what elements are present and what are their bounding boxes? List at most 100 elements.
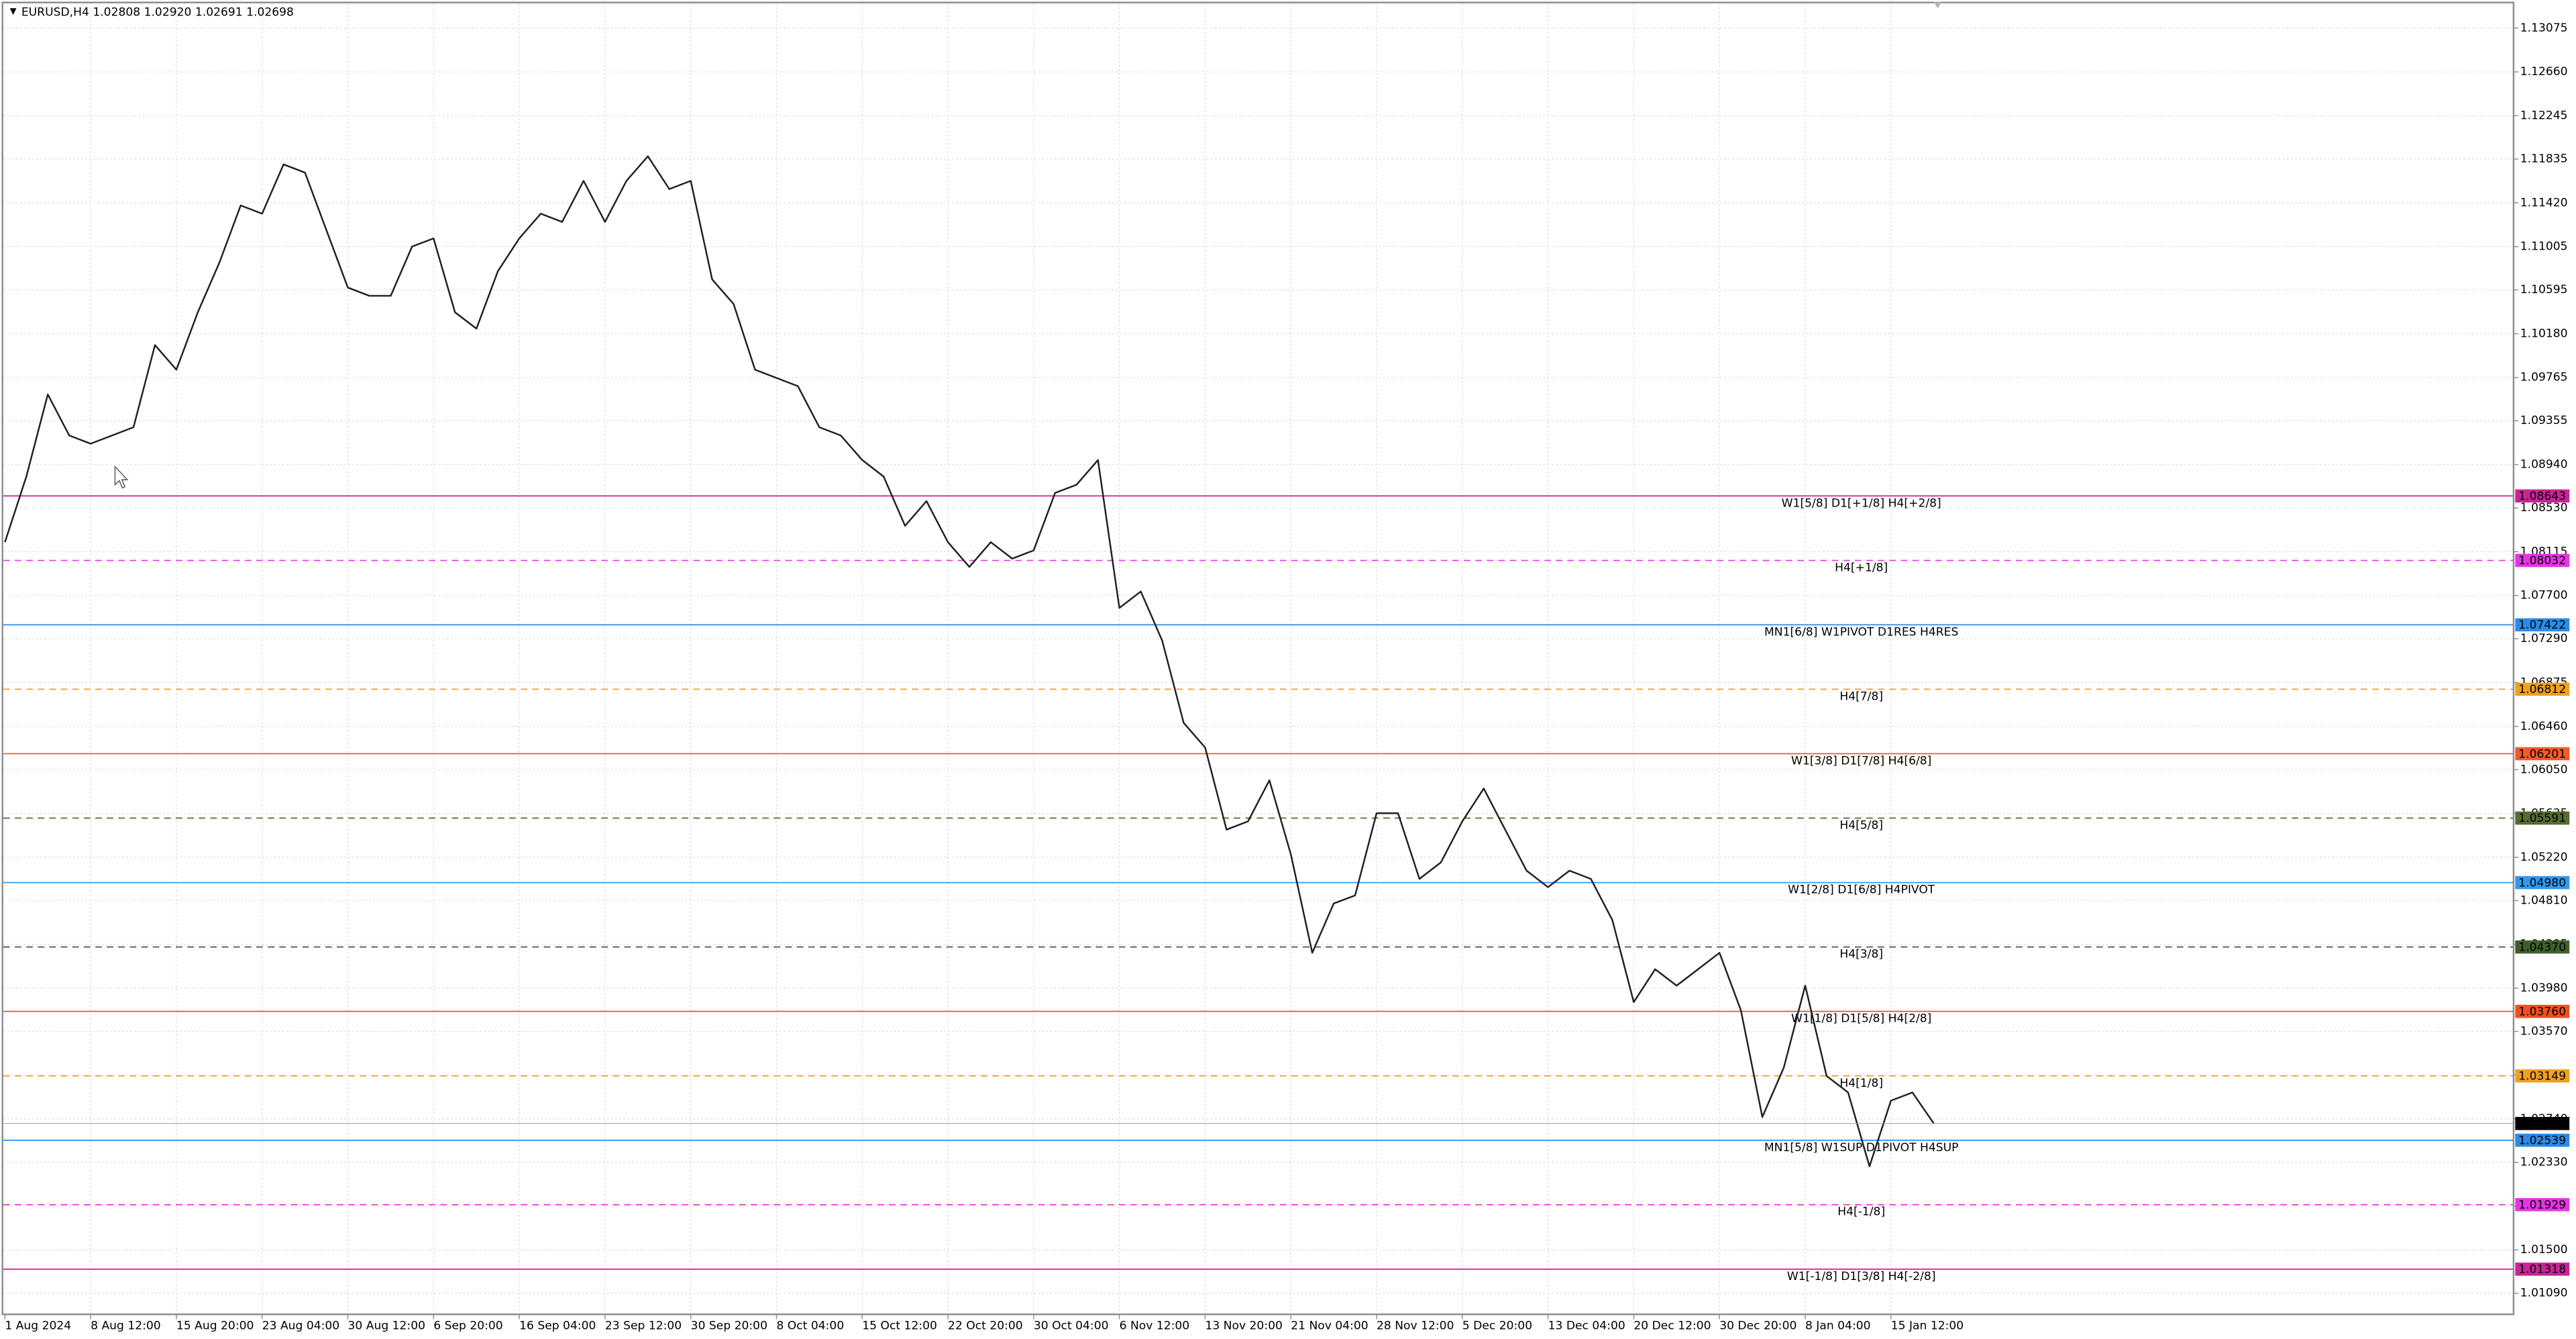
levels: W1[5/8] D1[+1/8] H4[+2/8] H4[+1/8] MN1[6/8… <box>3 495 2514 1283</box>
symbol-arrow <box>9 8 17 15</box>
level-price-box <box>2515 682 2570 696</box>
x-tick-label: 8 Oct 04:00 <box>776 1319 844 1332</box>
y-tick-label: 1.03980 <box>2520 981 2568 995</box>
y-tick-label: 1.13075 <box>2520 21 2568 35</box>
y-tick-label: 1.02330 <box>2520 1156 2568 1169</box>
x-tick-label: 30 Oct 04:00 <box>1034 1319 1109 1332</box>
level-price-label: 1.08643 <box>2518 490 2566 503</box>
level-price-box <box>2515 1263 2570 1276</box>
y-tick-label: 1.06460 <box>2520 720 2568 733</box>
level-price-label: 1.03149 <box>2518 1070 2566 1083</box>
level-price-box <box>2515 553 2570 568</box>
y-tick-label: 1.07290 <box>2520 632 2568 645</box>
level-price-label: 1.06812 <box>2518 683 2566 696</box>
x-tick-label: 13 Dec 04:00 <box>1548 1319 1625 1332</box>
x-tick-label: 30 Sep 20:00 <box>691 1319 767 1332</box>
plot-frame <box>1 1 2515 1316</box>
level-price-label: 1.02539 <box>2518 1134 2566 1147</box>
current-price-box <box>2515 1116 2570 1130</box>
y-tick-label: 1.04810 <box>2520 894 2568 907</box>
level-label: W1[1/8] D1[5/8] H4[2/8] <box>1791 1012 1931 1026</box>
x-tick-label: 23 Sep 12:00 <box>605 1319 682 1332</box>
y-tick-label: 1.10180 <box>2520 327 2568 340</box>
x-tick-label: 13 Nov 20:00 <box>1205 1319 1282 1332</box>
x-tick-label: 1 Aug 2024 <box>5 1319 71 1332</box>
level-price-label: 1.07422 <box>2518 619 2566 632</box>
x-tick-label: 15 Aug 20:00 <box>176 1319 254 1332</box>
chart-header: EURUSD,H4 1.02808 1.02920 1.02691 1.0269… <box>21 5 294 19</box>
y-tick-label: 1.05220 <box>2520 851 2568 864</box>
level-price-box <box>2515 1197 2570 1212</box>
level-label: H4[5/8] <box>1839 819 1883 833</box>
y-tick-label: 1.09765 <box>2520 371 2568 384</box>
x-tick-label: 6 Nov 12:00 <box>1120 1319 1190 1332</box>
level-label: H4[3/8] <box>1839 948 1883 961</box>
level-price-box <box>2515 618 2570 632</box>
level-price-label: 1.01929 <box>2518 1198 2566 1212</box>
x-tick-label: 22 Oct 20:00 <box>948 1319 1023 1332</box>
y-tick-label: 1.09355 <box>2520 414 2568 427</box>
y-tick-label: 1.01500 <box>2520 1243 2568 1256</box>
y-tick-label: 1.06050 <box>2520 763 2568 776</box>
level-price-label: 1.04370 <box>2518 941 2566 954</box>
level-price-box <box>2515 489 2570 503</box>
mouse-cursor <box>114 465 129 489</box>
y-tick-label: 1.10595 <box>2520 283 2568 297</box>
y-tick-label: 1.12660 <box>2520 65 2568 78</box>
level-label: H4[-1/8] <box>1837 1206 1885 1219</box>
level-label: W1[3/8] D1[7/8] H4[6/8] <box>1791 755 1931 768</box>
x-tick-label: 16 Sep 04:00 <box>519 1319 596 1332</box>
y-tick-label: 1.11420 <box>2520 196 2568 209</box>
level-price-box <box>2515 875 2570 890</box>
x-tick-label: 20 Dec 12:00 <box>1633 1319 1711 1332</box>
price-line <box>4 155 1935 1167</box>
x-tick-label: 30 Aug 12:00 <box>348 1319 425 1332</box>
level-price-label: 1.01318 <box>2518 1263 2566 1277</box>
level-price-label: 1.08032 <box>2518 554 2566 568</box>
grid <box>3 3 2514 1315</box>
level-label: H4[+1/8] <box>1835 561 1888 574</box>
level-price-box <box>2515 1069 2570 1083</box>
x-tick-label: 8 Aug 12:00 <box>91 1319 161 1332</box>
x-tick-label: 28 Nov 12:00 <box>1377 1319 1454 1332</box>
x-tick-label: 5 Dec 20:00 <box>1462 1319 1532 1332</box>
y-tick-label: 1.12245 <box>2520 109 2568 123</box>
level-price-box <box>2515 940 2570 954</box>
y-tick-label: 1.03570 <box>2520 1025 2568 1038</box>
y-tick-label: 1.11835 <box>2520 152 2568 166</box>
level-label: MN1[5/8] W1SUP D1PIVOT H4SUP <box>1764 1141 1959 1155</box>
level-price-label: 1.05591 <box>2518 812 2566 825</box>
y-tick-label: 1.07700 <box>2520 589 2568 602</box>
x-tick-label: 8 Jan 04:00 <box>1805 1319 1871 1332</box>
x-tick-label: 30 Dec 20:00 <box>1719 1319 1796 1332</box>
level-price-label: 1.06201 <box>2518 747 2566 761</box>
level-price-label: 1.04980 <box>2518 876 2566 890</box>
x-tick-label: 23 Aug 04:00 <box>262 1319 339 1332</box>
level-label: H4[7/8] <box>1839 690 1883 703</box>
x-tick-label: 6 Sep 20:00 <box>433 1319 502 1332</box>
y-tick-label: 1.08940 <box>2520 458 2568 472</box>
level-label: MN1[6/8] W1PIVOT D1RES H4RES <box>1764 625 1958 639</box>
x-tick-label: 21 Nov 04:00 <box>1291 1319 1368 1332</box>
x-tick-label: 15 Jan 12:00 <box>1891 1319 1964 1332</box>
level-label: H4[1/8] <box>1839 1077 1883 1090</box>
x-tick-label: 15 Oct 12:00 <box>862 1319 937 1332</box>
level-price-box <box>2515 1004 2570 1018</box>
current-price-label: 1.02698 <box>2518 1117 2566 1130</box>
axes: 1.13075 1.12660 1.12245 1.11835 1.11420 1.110… <box>3 21 2570 1332</box>
y-tick-label: 1.08530 <box>2520 501 2568 515</box>
level-label: W1[-1/8] D1[3/8] H4[-2/8] <box>1787 1270 1936 1283</box>
y-tick-label: 1.11005 <box>2520 240 2568 254</box>
level-price-label: 1.03760 <box>2518 1005 2566 1018</box>
level-label: W1[5/8] D1[+1/8] H4[+2/8] <box>1782 496 1941 510</box>
level-price-box <box>2515 1133 2570 1147</box>
y-tick-label: 1.01090 <box>2520 1287 2568 1300</box>
level-price-box <box>2515 747 2570 761</box>
price-plot <box>4 155 1935 1167</box>
shift-marker <box>1933 1 1942 9</box>
level-label: W1[2/8] D1[6/8] H4PIVOT <box>1788 883 1935 897</box>
level-price-box <box>2515 811 2570 825</box>
